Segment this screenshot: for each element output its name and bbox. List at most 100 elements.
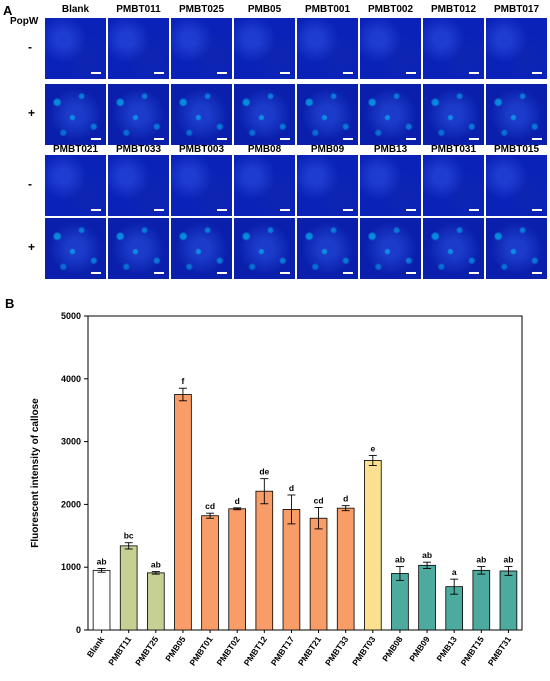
bar xyxy=(391,573,409,631)
x-tick-label: PMB08 xyxy=(380,634,405,663)
scale-bar xyxy=(154,72,164,74)
column-label: PMB13 xyxy=(373,144,408,155)
scale-bar xyxy=(469,72,479,74)
significance-letter: ab xyxy=(395,555,405,565)
micrograph-image xyxy=(486,218,547,279)
bar xyxy=(418,564,436,631)
bar xyxy=(255,490,274,631)
column-label: PMBT017 xyxy=(493,4,539,15)
x-tick-label: PMBT15 xyxy=(459,634,487,667)
micrograph-image xyxy=(360,84,421,145)
scale-bar xyxy=(280,72,290,74)
x-tick-label: PMBT11 xyxy=(106,634,133,667)
scale-bar xyxy=(91,272,101,274)
scale-bar xyxy=(154,138,164,140)
bar xyxy=(472,569,491,631)
bar xyxy=(499,570,518,631)
bar xyxy=(174,394,192,631)
bar xyxy=(282,509,301,631)
column-label: PMBT025 xyxy=(178,4,224,15)
scale-bar xyxy=(469,138,479,140)
x-tick-label: PMBT01 xyxy=(187,634,215,667)
micrograph-image xyxy=(423,155,484,216)
column-label: PMB08 xyxy=(247,144,282,155)
x-tick-label: PMB13 xyxy=(434,634,459,663)
row-label: - xyxy=(28,40,32,54)
bar xyxy=(228,508,246,631)
micrograph-image xyxy=(171,18,232,79)
micrograph-image xyxy=(234,84,295,145)
bar xyxy=(119,545,138,631)
micrograph-image xyxy=(297,84,358,145)
panel-b-letter: B xyxy=(5,296,15,311)
micrograph-image xyxy=(297,218,358,279)
column-label: PMBT002 xyxy=(367,4,413,15)
micrograph-image xyxy=(45,155,106,216)
scale-bar xyxy=(343,138,353,140)
micrograph-image xyxy=(234,218,295,279)
micrograph-image xyxy=(486,84,547,145)
scale-bar xyxy=(280,209,290,211)
bar xyxy=(364,460,382,631)
significance-letter: a xyxy=(452,567,457,577)
x-tick-label: Blank xyxy=(85,634,107,659)
bar xyxy=(201,515,219,631)
scale-bar xyxy=(406,209,416,211)
micrograph-image xyxy=(45,84,106,145)
column-label: PMB05 xyxy=(247,4,282,15)
scale-bar xyxy=(532,72,542,74)
micrograph-image xyxy=(297,155,358,216)
scale-bar xyxy=(154,272,164,274)
scale-bar xyxy=(406,72,416,74)
x-tick-label: PMBT17 xyxy=(269,634,297,667)
x-tick-label: PMBT03 xyxy=(350,634,378,667)
x-tick-label: PMBT12 xyxy=(242,634,270,667)
x-tick-label: PMBT25 xyxy=(133,634,161,667)
scale-bar xyxy=(280,272,290,274)
column-label: PMBT033 xyxy=(115,144,161,155)
column-label: PMBT003 xyxy=(178,144,224,155)
x-tick-label: PMBT02 xyxy=(214,634,242,667)
bar xyxy=(309,517,328,631)
row-label: - xyxy=(28,177,32,191)
micrograph-image xyxy=(486,155,547,216)
micrograph-image xyxy=(108,84,169,145)
micrograph-image xyxy=(297,18,358,79)
row-label: + xyxy=(28,240,36,254)
column-label: Blank xyxy=(61,4,90,15)
micrograph-image xyxy=(486,18,547,79)
micrograph-image xyxy=(423,218,484,279)
column-label: PMBT001 xyxy=(304,4,350,15)
scale-bar xyxy=(532,272,542,274)
scale-bar xyxy=(343,272,353,274)
micrograph-image xyxy=(234,18,295,79)
micrograph-image xyxy=(423,18,484,79)
scale-bar xyxy=(91,138,101,140)
micrograph-image xyxy=(360,155,421,216)
significance-letter: cd xyxy=(205,501,215,511)
column-label: PMBT015 xyxy=(493,144,539,155)
row-label: + xyxy=(28,106,36,120)
scale-bar xyxy=(217,72,227,74)
micrograph-image xyxy=(171,218,232,279)
scale-bar xyxy=(154,209,164,211)
significance-letter: d xyxy=(235,496,240,506)
scale-bar xyxy=(217,272,227,274)
significance-letter: d xyxy=(343,494,348,504)
scale-bar xyxy=(469,272,479,274)
column-label: PMBT021 xyxy=(52,144,98,155)
micrograph-image xyxy=(423,84,484,145)
scale-bar xyxy=(406,272,416,274)
micrograph-image xyxy=(171,155,232,216)
y-tick-label: 4000 xyxy=(61,374,81,384)
y-tick-label: 0 xyxy=(76,625,81,635)
column-label: PMBT011 xyxy=(116,4,161,15)
plot-frame xyxy=(87,315,523,631)
significance-letter: ab xyxy=(503,555,513,565)
significance-letter: cd xyxy=(314,496,324,506)
scale-bar xyxy=(469,209,479,211)
y-tick-label: 3000 xyxy=(61,437,81,447)
column-label: PMBT031 xyxy=(430,144,476,155)
significance-letter: ab xyxy=(151,560,161,570)
significance-letter: ab xyxy=(476,555,486,565)
